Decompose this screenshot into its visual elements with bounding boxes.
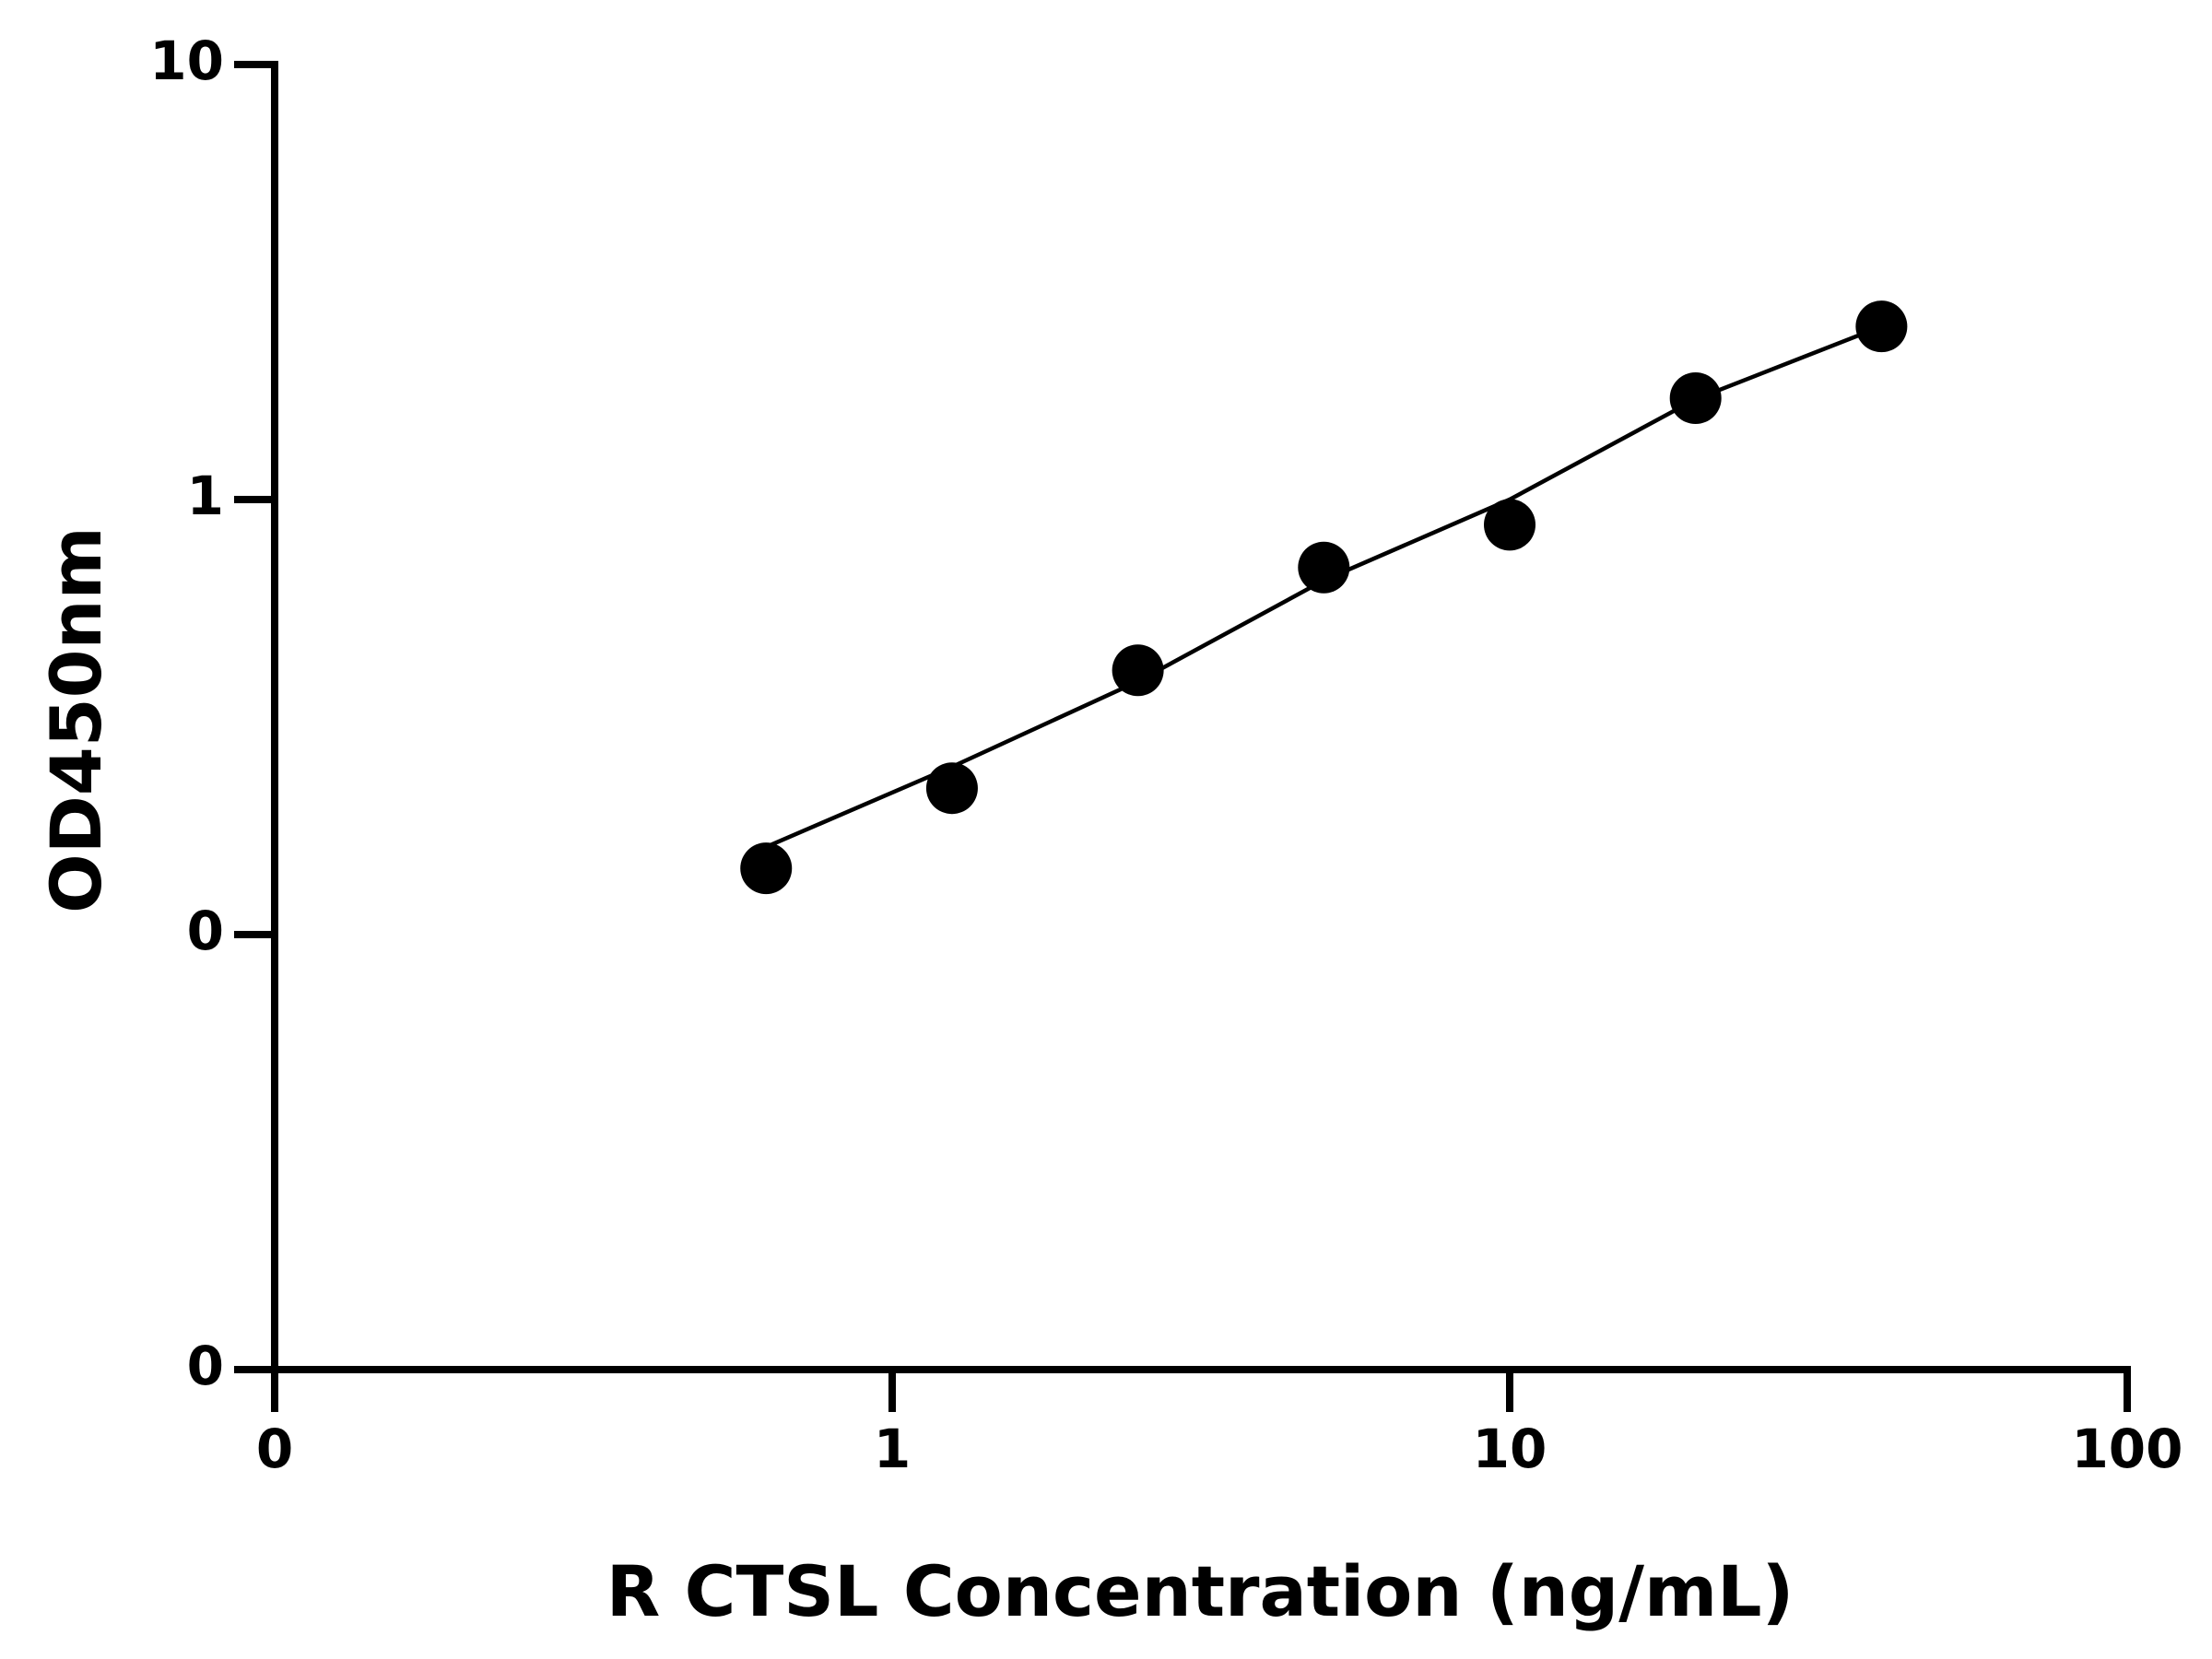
y-tick-label: 10	[149, 29, 224, 92]
data-point	[1298, 541, 1350, 594]
y-axis-title: OD450nm	[35, 526, 117, 913]
data-point	[1112, 644, 1164, 697]
x-tick-label: 100	[2071, 1418, 2183, 1480]
data-point	[1855, 300, 1908, 353]
y-tick-label: 0	[187, 900, 224, 962]
x-tick-label: 10	[1473, 1418, 1547, 1480]
data-point	[925, 762, 978, 815]
data-point	[1669, 372, 1722, 425]
x-tick-label: 1	[874, 1418, 911, 1480]
x-axis-title: R CTSL Concentration (ng/mL)	[606, 1550, 1794, 1632]
y-tick-label: 0	[187, 1335, 224, 1397]
data-point	[1484, 499, 1535, 551]
x-tick-label: 0	[256, 1418, 293, 1480]
y-tick-label: 1	[187, 465, 224, 527]
data-point	[740, 842, 793, 895]
